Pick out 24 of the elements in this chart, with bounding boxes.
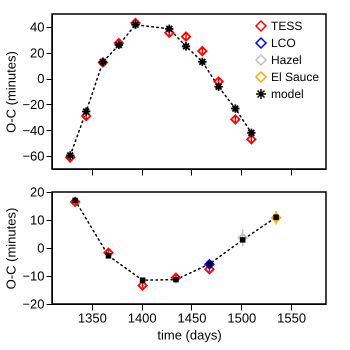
y-tick-label: 40 [30,19,44,34]
x-tick-label: 1400 [128,310,157,326]
y-tick-label: 0 [37,71,44,86]
y-tick-label: −40 [22,122,44,138]
legend-label: Hazel [271,53,302,67]
y-tick-label: −20 [22,96,44,112]
x-tick-label: 1350 [78,310,107,326]
x-tick-label: 1500 [227,310,256,326]
y-tick-label: −10 [22,268,44,284]
legend-label: model [271,87,304,101]
y-axis-title: O-C (minutes) [3,208,18,290]
y-tick-label: 20 [30,184,44,200]
y-tick-label: 20 [30,45,44,60]
x-tick-label: 1550 [277,310,306,326]
y-tick-label: 10 [30,212,44,228]
y-axis-title: O-C (minutes) [3,51,18,133]
y-tick-label: −60 [22,148,44,164]
y-tick-label: −20 [22,296,44,312]
x-axis-title: time (days) [157,328,222,342]
legend-label: TESS [271,19,302,33]
x-tick-label: 1450 [178,310,206,326]
legend-label: El Sauce [271,70,320,84]
legend-label: LCO [271,36,296,50]
y-tick-label: 0 [37,240,44,256]
